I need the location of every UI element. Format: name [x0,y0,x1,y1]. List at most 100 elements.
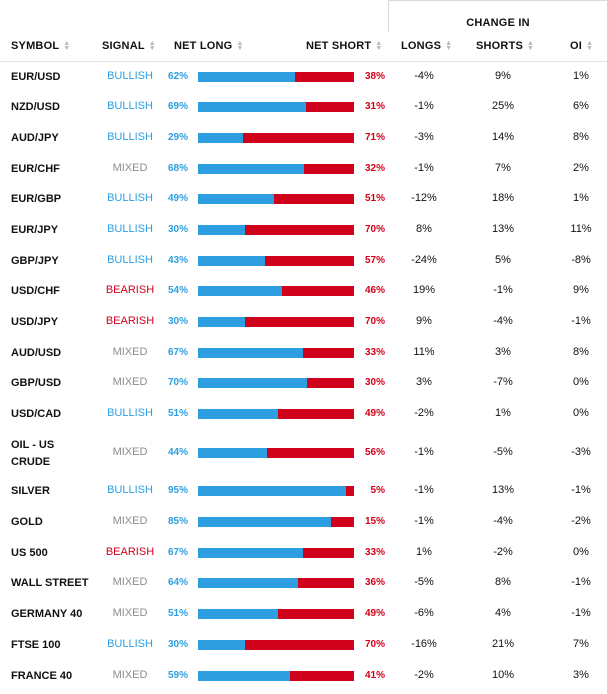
signal-label: BULLISH [107,192,153,204]
net-long-percent: 70% [167,377,188,388]
table-row[interactable]: GERMANY 40 MIXED 51% 49% -6% 4% -1% [0,598,607,629]
symbol-link[interactable]: EUR/GBP [11,193,62,205]
net-long-percent: 95% [167,485,188,496]
symbol-link[interactable]: NZD/USD [11,101,60,113]
shorts-change: 1% [495,407,511,419]
table-row[interactable]: USD/CHF BEARISH 54% 46% 19% -1% 9% [0,276,607,306]
symbol-link[interactable]: EUR/USD [11,71,61,83]
shorts-change: -4% [493,515,513,527]
sentiment-bar [198,317,354,327]
net-short-percent: 38% [364,71,385,82]
symbol-link[interactable]: US 500 [11,547,48,559]
longs-change: -6% [414,607,434,619]
net-long-percent: 85% [167,516,188,527]
symbol-link[interactable]: EUR/JPY [11,224,59,236]
oi-change: 9% [573,284,589,296]
symbol-link[interactable]: GERMANY 40 [11,608,83,620]
signal-column-header[interactable]: SIGNAL ▲ ▼ [102,38,157,54]
symbol-link[interactable]: USD/CAD [11,408,62,420]
table-row[interactable]: AUD/USD MIXED 67% 33% 11% 3% 8% [0,337,607,368]
table-row[interactable]: SILVER BULLISH 95% 5% -1% 13% -1% [0,476,607,506]
sort-icon[interactable]: ▲ ▼ [236,40,244,52]
table-row[interactable]: EUR/CHF MIXED 68% 32% -1% 7% 2% [0,153,607,184]
symbol-link[interactable]: EUR/CHF [11,163,60,175]
net-long-column-header[interactable]: NET LONG ▲ ▼ [174,38,244,54]
symbol-link[interactable]: WALL STREET [11,577,89,589]
table-row[interactable]: GBP/JPY BULLISH 43% 57% -24% 5% -8% [0,245,607,276]
symbol-link[interactable]: FRANCE 40 [11,670,73,682]
oi-change: 8% [573,346,589,358]
net-long-bar-fill [198,517,331,527]
table-row[interactable]: WALL STREET MIXED 64% 36% -5% 8% -1% [0,568,607,598]
net-long-bar-fill [198,486,346,496]
table-row[interactable]: FRANCE 40 MIXED 59% 41% -2% 10% 3% [0,660,607,691]
net-long-bar-fill [198,409,278,419]
table-row[interactable]: GBP/USD MIXED 70% 30% 3% -7% 0% [0,368,607,398]
sort-icon[interactable]: ▲ ▼ [63,40,71,52]
table-row[interactable]: GOLD MIXED 85% 15% -1% -4% -2% [0,506,607,537]
table-row[interactable]: EUR/USD BULLISH 62% 38% -4% 9% 1% [0,61,607,92]
sentiment-bar [198,133,354,143]
symbol-link[interactable]: SILVER [11,485,50,497]
symbol-link[interactable]: AUD/JPY [11,132,59,144]
shorts-change: -4% [493,315,513,327]
signal-label: BULLISH [107,131,153,143]
table-row[interactable]: AUD/JPY BULLISH 29% 71% -3% 14% 8% [0,122,607,153]
net-long-percent: 44% [167,447,188,458]
net-long-bar-fill [198,194,274,204]
table-row[interactable]: FTSE 100 BULLISH 30% 70% -16% 21% 7% [0,629,607,660]
sort-icon[interactable]: ▲ ▼ [527,40,535,52]
table-row[interactable]: EUR/JPY BULLISH 30% 70% 8% 13% 11% [0,214,607,245]
net-short-percent: 15% [364,516,385,527]
shorts-change: -7% [493,376,513,388]
signal-label: MIXED [112,162,148,174]
net-short-percent: 36% [364,577,385,588]
oi-change: 7% [573,638,589,650]
signal-label: MIXED [112,607,148,619]
symbol-link[interactable]: GOLD [11,516,43,528]
longs-change: -5% [414,576,434,588]
sort-icon[interactable]: ▲ ▼ [586,40,594,52]
net-long-percent: 64% [167,577,188,588]
table-row[interactable]: EUR/GBP BULLISH 49% 51% -12% 18% 1% [0,184,607,214]
net-long-percent: 43% [167,255,188,266]
table-row[interactable]: NZD/USD BULLISH 69% 31% -1% 25% 6% [0,92,607,122]
symbol-link[interactable]: USD/CHF [11,285,60,297]
longs-column-header[interactable]: LONGS ▲ ▼ [401,38,453,54]
signal-label: BEARISH [105,546,155,558]
net-long-percent: 51% [167,408,188,419]
net-long-percent: 30% [167,316,188,327]
net-long-percent: 49% [167,193,188,204]
table-row[interactable]: OIL - US CRUDE MIXED 44% 56% -1% -5% -3% [0,429,607,476]
net-short-percent: 56% [364,447,385,458]
symbol-link[interactable]: GBP/USD [11,377,62,389]
sort-icon[interactable]: ▲ ▼ [148,40,156,52]
symbol-link[interactable]: USD/JPY [11,316,59,328]
signal-label: BEARISH [105,315,155,327]
longs-change: 19% [412,284,436,296]
oi-change: 0% [573,407,589,419]
shorts-column-header[interactable]: SHORTS ▲ ▼ [476,38,535,54]
oi-header-label: OI [570,40,583,52]
net-short-percent: 31% [364,101,385,112]
symbol-link[interactable]: GBP/JPY [11,255,59,267]
net-short-column-header[interactable]: NET SHORT ▲ ▼ [306,38,383,54]
sentiment-bar [198,671,354,681]
table-row[interactable]: US 500 BEARISH 67% 33% 1% -2% 0% [0,537,607,568]
table-row[interactable]: USD/CAD BULLISH 51% 49% -2% 1% 0% [0,398,607,429]
symbol-link[interactable]: FTSE 100 [11,639,61,651]
oi-column-header[interactable]: OI ▲ ▼ [570,38,594,54]
signal-label: MIXED [112,446,148,458]
sort-icon[interactable]: ▲ ▼ [445,40,453,52]
sentiment-bar [198,486,354,496]
sort-icon[interactable]: ▲ ▼ [375,40,383,52]
net-long-percent: 51% [167,608,188,619]
longs-change: -2% [414,407,434,419]
symbol-link[interactable]: OIL - US CRUDE [11,439,55,468]
sentiment-bar [198,640,354,650]
symbol-column-header[interactable]: SYMBOL ▲ ▼ [11,38,71,54]
symbol-link[interactable]: AUD/USD [11,347,62,359]
net-short-percent: 30% [364,377,385,388]
table-row[interactable]: USD/JPY BEARISH 30% 70% 9% -4% -1% [0,306,607,337]
